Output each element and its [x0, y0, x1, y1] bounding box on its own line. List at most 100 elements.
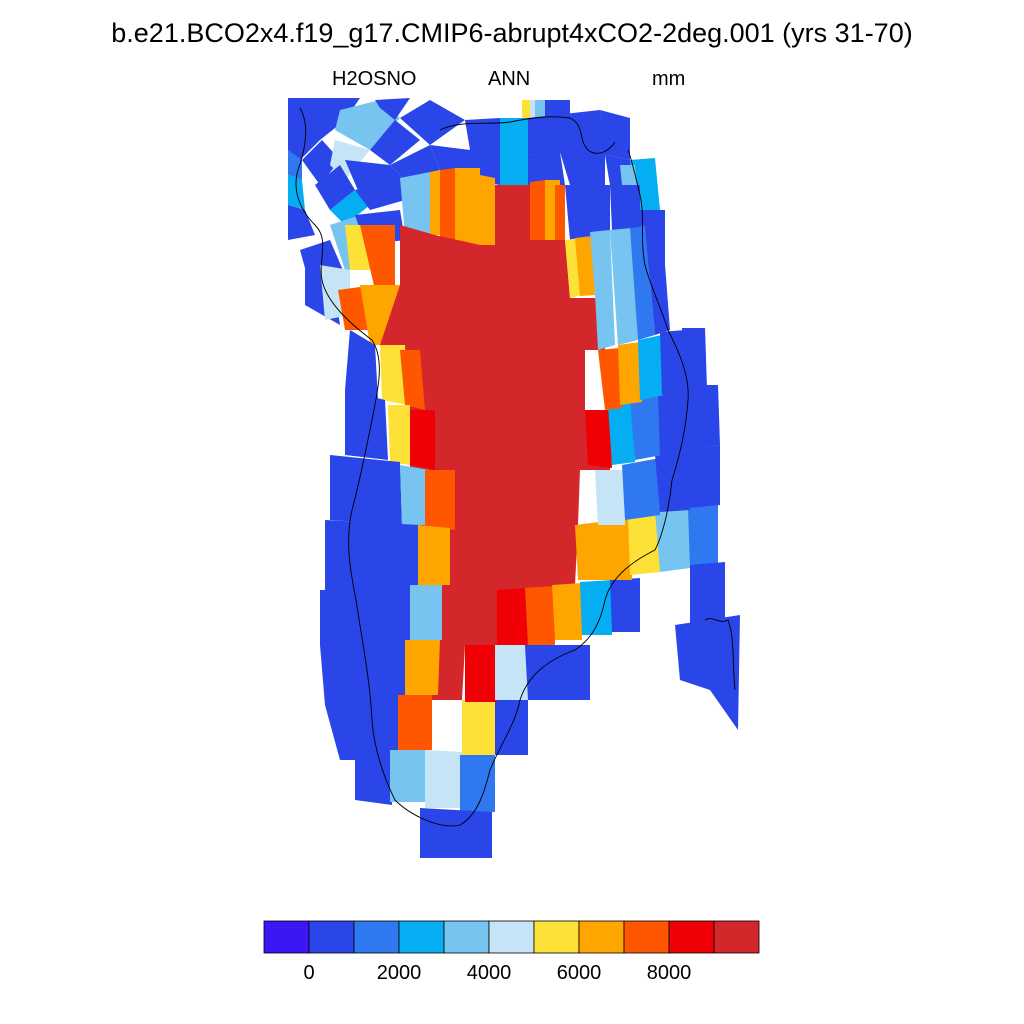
- map-cell: [440, 168, 455, 240]
- map-cell: [610, 228, 638, 345]
- colorbar-tick-label: 4000: [466, 962, 512, 984]
- map-cell: [528, 110, 605, 155]
- map-cell: [345, 390, 388, 460]
- season-label: ANN: [488, 68, 531, 90]
- map-cell: [688, 505, 718, 568]
- map-cell: [610, 185, 640, 230]
- map-cell: [288, 150, 302, 180]
- variable-label: H2OSNO: [332, 68, 417, 90]
- map-cell: [560, 150, 605, 185]
- map-cell: [398, 695, 432, 750]
- map-cell: [655, 508, 690, 572]
- map-cell: [580, 580, 612, 635]
- map-cell: [630, 226, 655, 340]
- map-cell: [465, 118, 500, 150]
- map-cell: [325, 705, 400, 760]
- map-cell: [600, 110, 630, 160]
- map-cell: [425, 750, 462, 808]
- colorbar-box: [308, 920, 355, 954]
- map-cell: [585, 410, 612, 468]
- map-cell: [610, 578, 640, 632]
- map-cell: [630, 395, 662, 460]
- map-cell: [300, 240, 345, 275]
- map-cell: [355, 750, 392, 805]
- coastline: [439, 116, 616, 154]
- coastline: [295, 107, 689, 827]
- map-cell: [430, 145, 470, 175]
- map-cell: [460, 755, 495, 812]
- map-cell: [555, 185, 565, 240]
- map-cell: [330, 455, 402, 525]
- colorbar-tick-label: 6000: [556, 962, 602, 984]
- map-cell: [320, 590, 410, 645]
- colorbar-box: [713, 920, 760, 954]
- map-cell: [360, 225, 395, 290]
- map-cell: [375, 98, 410, 120]
- colorbar-box: [263, 920, 310, 954]
- map-cell: [658, 388, 690, 455]
- map-cell: [480, 175, 495, 245]
- map-cell: [345, 160, 405, 195]
- map-cell: [525, 645, 590, 700]
- map-cell: [598, 348, 622, 410]
- map-cell: [405, 640, 440, 695]
- map-cell: [315, 165, 355, 210]
- map-cell: [575, 236, 595, 296]
- map-cell: [355, 178, 405, 210]
- plot-title: b.e21.BCO2x4.f19_g17.CMIP6-abrupt4xCO2-2…: [111, 18, 913, 48]
- map-cell: [388, 405, 410, 465]
- map-cell: [335, 100, 400, 150]
- map-cell: [525, 586, 555, 645]
- map-cell: [497, 588, 528, 645]
- map-cell: [302, 140, 340, 185]
- map-cell: [320, 645, 405, 705]
- map-cell: [370, 120, 420, 165]
- map-cell: [545, 100, 570, 118]
- units-label: mm: [652, 68, 686, 90]
- map-cell: [288, 98, 320, 160]
- map-cell: [522, 100, 530, 118]
- map-cell: [400, 172, 432, 235]
- map-cell: [462, 700, 497, 755]
- map-cell: [535, 100, 545, 118]
- map-cell: [660, 330, 688, 395]
- map-cell: [575, 518, 632, 580]
- map-cell: [528, 152, 565, 185]
- map-cell: [655, 450, 690, 512]
- map-cell: [638, 335, 665, 400]
- map-cell: [595, 470, 625, 525]
- map-cell: [608, 402, 635, 465]
- colorbar-tick-label: 0: [303, 962, 315, 984]
- map-cell: [618, 342, 642, 405]
- map-cell: [465, 645, 497, 702]
- map-cell: [425, 470, 455, 530]
- colorbar-box: [398, 920, 445, 954]
- map-cell: [455, 168, 480, 245]
- colorbar-tick-label: 8000: [646, 962, 692, 984]
- map-cell: [495, 645, 528, 700]
- map-cell: [688, 445, 720, 508]
- map-cell: [622, 458, 660, 520]
- colorbar-box: [533, 920, 580, 954]
- coastline: [704, 618, 736, 691]
- colorbar-tick-label: 2000: [376, 962, 422, 984]
- colorbar-box: [353, 920, 400, 954]
- map-cell: [288, 205, 315, 240]
- map-cell: [565, 185, 610, 240]
- map-cell: [400, 465, 430, 525]
- map-cell: [675, 615, 740, 730]
- map-cell: [690, 562, 725, 625]
- colorbar: [263, 920, 760, 954]
- map-cell: [430, 170, 440, 235]
- map-cell: [400, 350, 425, 410]
- map-cell: [410, 410, 435, 470]
- map-cell: [410, 585, 442, 640]
- map-cell: [645, 225, 670, 335]
- map-cell: [400, 100, 465, 145]
- map-cell: [590, 230, 615, 350]
- map-cell: [530, 180, 545, 240]
- map-cell: [330, 190, 370, 225]
- map-cell: [628, 512, 660, 575]
- map-cell: [345, 330, 378, 400]
